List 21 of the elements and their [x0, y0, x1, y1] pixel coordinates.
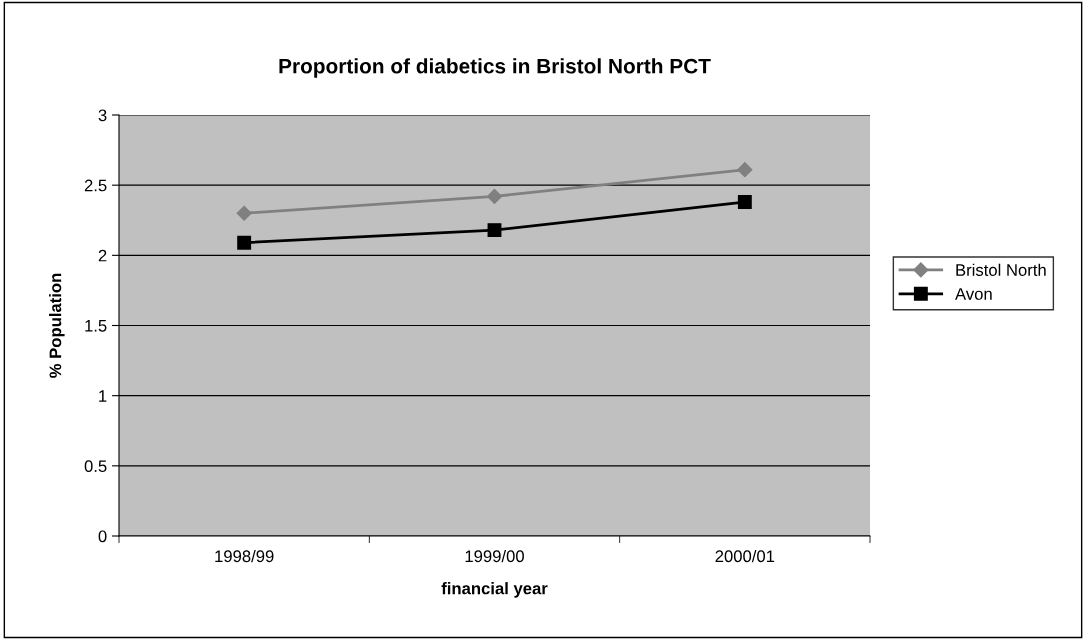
x-tick-label: 1998/99	[215, 549, 274, 563]
legend-label: Bristol North	[956, 263, 1046, 276]
point	[237, 235, 252, 250]
point	[737, 162, 753, 178]
y-axis-title: % Population	[49, 273, 65, 378]
y-tick-label: 1	[99, 390, 107, 402]
y-tick-label: 0.5	[84, 460, 107, 473]
y-tick-label: 2	[98, 249, 107, 262]
x-tick-label: 2000/01	[715, 549, 775, 563]
point	[486, 188, 503, 204]
y-tick-label: 0	[98, 530, 107, 543]
x-tick-label: 1999/00	[465, 549, 524, 563]
point	[487, 223, 502, 238]
point	[236, 205, 252, 221]
point	[737, 195, 752, 209]
y-tick-label: 3	[98, 109, 107, 122]
y-tick-label: 1.5	[85, 320, 107, 332]
x-axis-title: financial year	[441, 582, 548, 598]
y-tick-label: 2.5	[84, 179, 107, 192]
legend-label: Avon	[955, 288, 992, 300]
chart-title: Proportion of diabetics in Bristol North PCT	[279, 58, 711, 78]
